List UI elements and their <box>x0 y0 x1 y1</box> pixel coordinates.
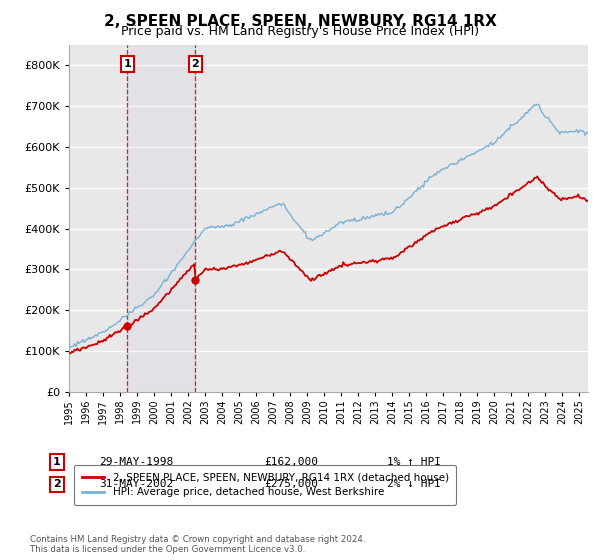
Text: £162,000: £162,000 <box>264 457 318 467</box>
Text: 1: 1 <box>124 59 131 69</box>
Text: 2: 2 <box>53 479 61 489</box>
Text: Price paid vs. HM Land Registry's House Price Index (HPI): Price paid vs. HM Land Registry's House … <box>121 25 479 38</box>
Text: 2, SPEEN PLACE, SPEEN, NEWBURY, RG14 1RX: 2, SPEEN PLACE, SPEEN, NEWBURY, RG14 1RX <box>104 14 496 29</box>
Text: 2: 2 <box>191 59 199 69</box>
Legend: 2, SPEEN PLACE, SPEEN, NEWBURY, RG14 1RX (detached house), HPI: Average price, d: 2, SPEEN PLACE, SPEEN, NEWBURY, RG14 1RX… <box>74 465 456 505</box>
Text: £275,000: £275,000 <box>264 479 318 489</box>
Text: 2% ↓ HPI: 2% ↓ HPI <box>387 479 441 489</box>
Text: 29-MAY-1998: 29-MAY-1998 <box>99 457 173 467</box>
Text: 31-MAY-2002: 31-MAY-2002 <box>99 479 173 489</box>
Text: 1% ↑ HPI: 1% ↑ HPI <box>387 457 441 467</box>
Text: 1: 1 <box>53 457 61 467</box>
Text: Contains HM Land Registry data © Crown copyright and database right 2024.
This d: Contains HM Land Registry data © Crown c… <box>30 535 365 554</box>
Bar <box>127 45 195 392</box>
